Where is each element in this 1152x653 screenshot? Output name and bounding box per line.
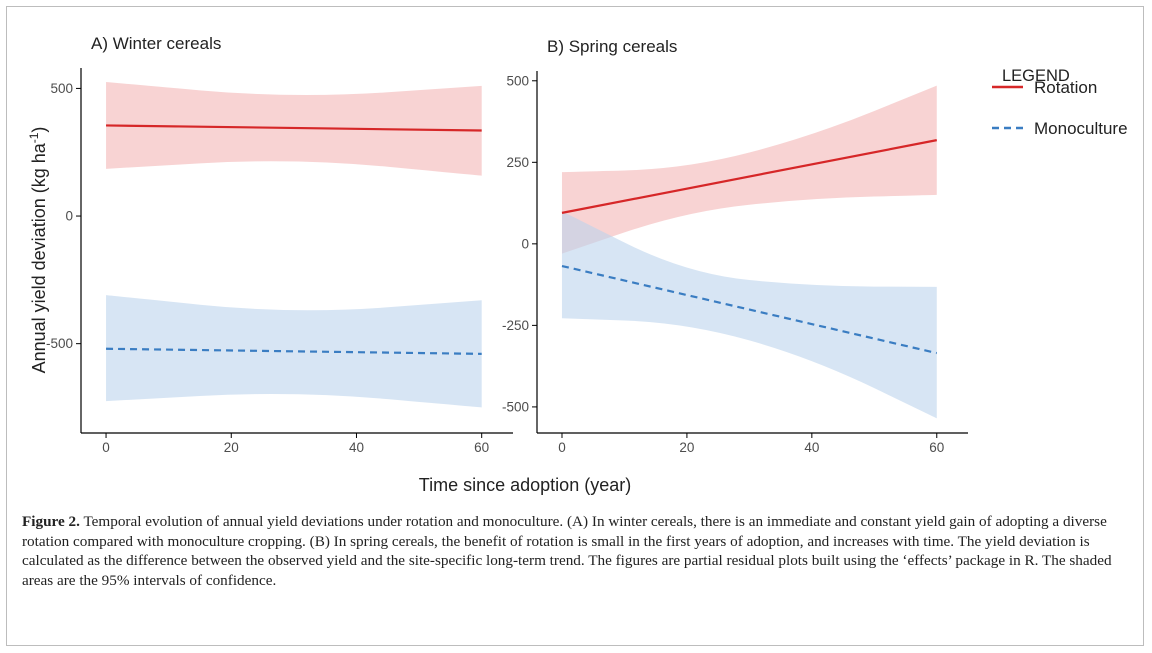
- x-tick-label-spring-20: 20: [679, 440, 694, 455]
- y-tick-label-spring-500: 500: [506, 73, 529, 88]
- x-tick-label-spring-60: 60: [929, 440, 944, 455]
- x-tick-label-winter-40: 40: [349, 440, 364, 455]
- x-tick-label-winter-0: 0: [102, 440, 110, 455]
- y-axis-label-close: ): [29, 127, 49, 133]
- x-tick-label-spring-40: 40: [804, 440, 819, 455]
- y-tick-label-winter-500: 500: [50, 81, 73, 96]
- line-rotation-winter: [106, 124, 482, 132]
- band-rotation-spring: [561, 85, 937, 254]
- y-tick-label-winter--500: -500: [46, 336, 73, 351]
- panel-title-winter: A) Winter cereals: [91, 34, 221, 53]
- figure-caption: Figure 2. Temporal evolution of annual y…: [22, 512, 1132, 590]
- legend-label-rotation: Rotation: [1034, 78, 1097, 97]
- y-tick-label-spring-250: 250: [506, 155, 529, 170]
- x-tick-label-winter-60: 60: [474, 440, 489, 455]
- caption-text: Temporal evolution of annual yield devia…: [22, 513, 1112, 589]
- band-monoculture-spring: [561, 211, 937, 419]
- line-monoculture-spring: [561, 264, 938, 355]
- panel-title-spring: B) Spring cereals: [547, 37, 677, 56]
- y-axis-label: Annual yield deviation (kg ha-1): [27, 127, 49, 374]
- line-monoculture-winter: [106, 347, 482, 355]
- panel-spring: 0 20 40 60 -500 -250 0 250 500 B) Spring cereals: [502, 37, 968, 455]
- x-tick-label-spring-0: 0: [558, 440, 566, 455]
- y-axis-label-main: Annual yield deviation (kg ha: [29, 142, 49, 373]
- x-axis-label: Time since adoption (year): [419, 475, 631, 495]
- caption-label: Figure 2.: [22, 513, 80, 530]
- y-tick-label-spring--500: -500: [502, 399, 529, 414]
- panel-winter: 0 20 40 60 -500 0 500 A) Winter cereals: [46, 34, 513, 455]
- y-axis-label-superscript: -1: [27, 132, 41, 143]
- figure-frame: [6, 6, 1144, 646]
- y-tick-label-winter-0: 0: [65, 209, 73, 224]
- x-tick-label-winter-20: 20: [224, 440, 239, 455]
- line-rotation-spring: [561, 139, 937, 214]
- legend-title: LEGEND: [1002, 67, 1070, 85]
- y-tick-label-spring-0: 0: [521, 236, 529, 251]
- band-monoculture-winter: [106, 295, 482, 408]
- legend-label-monoculture: Monoculture: [1034, 119, 1128, 138]
- y-tick-label-spring--250: -250: [502, 318, 529, 333]
